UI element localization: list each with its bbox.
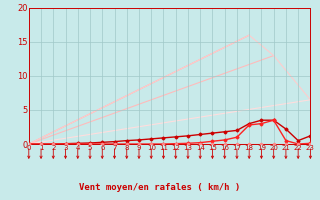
- Text: Vent moyen/en rafales ( km/h ): Vent moyen/en rafales ( km/h ): [79, 183, 241, 192]
